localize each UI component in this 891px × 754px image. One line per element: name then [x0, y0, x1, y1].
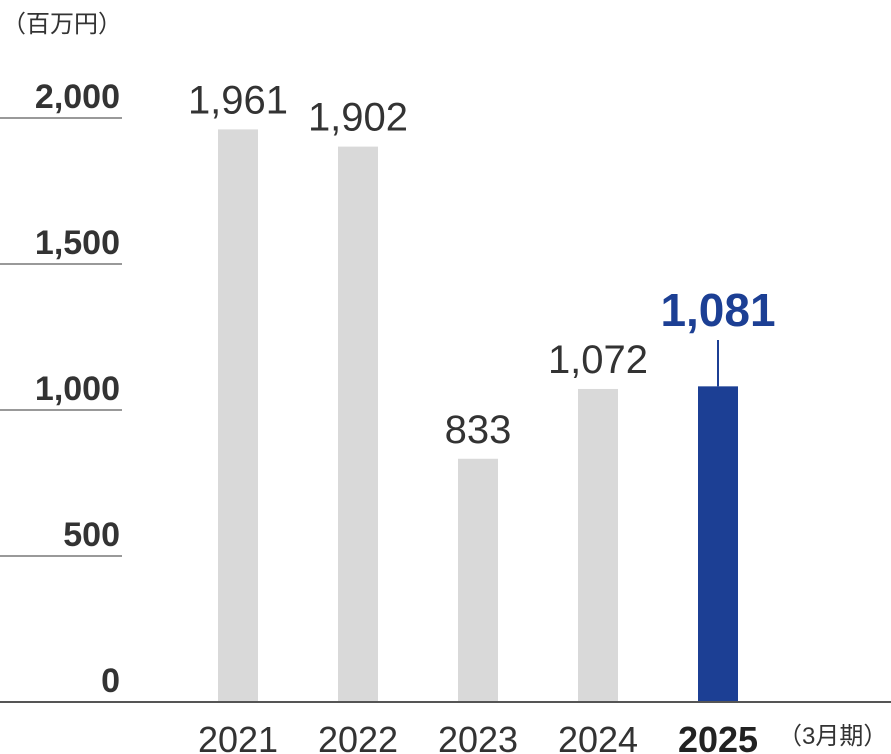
y-tick-label: 0 [101, 662, 120, 700]
x-tick-labels: 2021 2022 2023 2024 2025 [198, 719, 758, 754]
bar-2021 [218, 129, 258, 702]
value-label-2024: 1,072 [548, 338, 648, 382]
bar-2025 [698, 386, 738, 702]
y-tick-label: 1,000 [35, 370, 120, 408]
bar-2022 [338, 146, 378, 703]
value-label-2022: 1,902 [308, 96, 408, 140]
period-label: （3月期） [778, 723, 888, 750]
y-gridlines [0, 117, 122, 557]
bar-2024 [578, 388, 618, 702]
value-label-2025: 1,081 [660, 284, 775, 336]
y-tick-label: 1,500 [35, 224, 120, 262]
x-tick-label-2022: 2022 [318, 719, 398, 754]
x-tick-label-2021: 2021 [198, 719, 278, 754]
y-tick-label: 2,000 [35, 78, 120, 116]
unit-label: （百万円） [2, 11, 122, 38]
value-labels: 1,961 1,902 833 1,072 1,081 [188, 78, 776, 451]
y-tick-labels: 0 500 1,000 1,500 2,000 [35, 78, 120, 700]
x-tick-label-2025: 2025 [678, 719, 758, 754]
y-tick-label: 500 [63, 516, 120, 554]
bars [218, 129, 738, 703]
x-tick-label-2024: 2024 [558, 719, 638, 754]
x-tick-label-2023: 2023 [438, 719, 518, 754]
bar-2023 [458, 458, 498, 702]
value-label-2023: 833 [445, 408, 512, 452]
value-label-2021: 1,961 [188, 78, 288, 122]
